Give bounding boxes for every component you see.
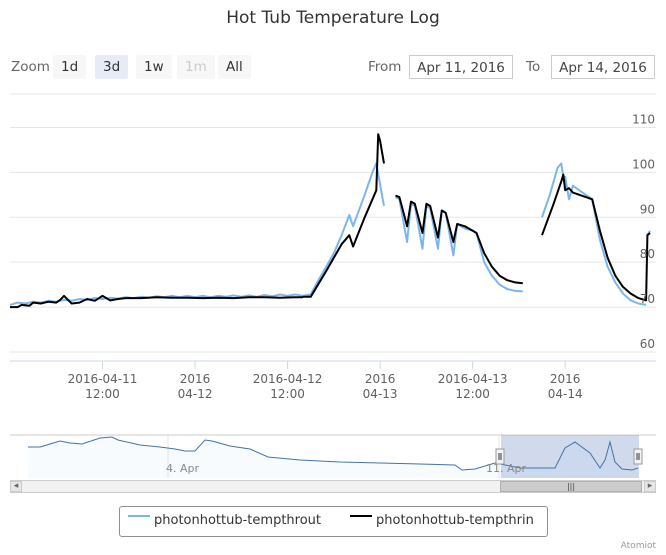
- zoom-label: Zoom: [11, 59, 50, 75]
- grid-layer: [10, 93, 656, 353]
- x-tick-label: 2016 04-13: [363, 372, 398, 401]
- series-line-tempthrin: [303, 133, 385, 298]
- legend-item-tempthrin[interactable]: photonhottub-tempthrin: [376, 513, 534, 528]
- navigator-layer: 4. Apr 11. Apr: [10, 434, 656, 478]
- x-tick-label: 2016 04-12: [178, 372, 213, 401]
- navigator-handle: [633, 448, 643, 465]
- to-date-input[interactable]: Apr 14, 2016: [551, 55, 655, 79]
- zoom-1m-button: 1m: [177, 55, 215, 79]
- series-line-tempthrin: [541, 173, 651, 302]
- zoom-3d-button[interactable]: 3d: [95, 55, 129, 79]
- navigator-line: [28, 436, 639, 471]
- zoom-1w-button[interactable]: 1w: [136, 55, 172, 79]
- x-tick-label: 2016-04-11 12:00: [68, 372, 138, 401]
- credit-text[interactable]: Atomiot: [620, 541, 656, 551]
- scroll-thumb[interactable]: |||: [500, 481, 642, 492]
- from-date-input[interactable]: Apr 11, 2016: [409, 55, 513, 79]
- navigator-scrollbar[interactable]: ◂ ||| ▸: [10, 480, 656, 493]
- legend-item-tempthrout[interactable]: photonhottub-tempthrout: [154, 513, 322, 528]
- scroll-left-button[interactable]: ◂: [10, 481, 22, 492]
- y-tick-label: 100: [632, 157, 655, 171]
- y-tick-label: 110: [632, 112, 655, 126]
- legend-swatch-tempthrin: [350, 515, 372, 517]
- x-tick-label: 2016-04-13 12:00: [438, 372, 508, 401]
- series-line-tempthrout: [541, 162, 647, 306]
- series-line-tempthrin: [395, 194, 523, 285]
- series-layer: [9, 133, 651, 309]
- y-tick-label: 80: [640, 247, 655, 261]
- y-tick-label: 90: [640, 202, 655, 216]
- navigator-label: 11. Apr: [486, 462, 526, 475]
- y-tick-label: 60: [640, 337, 655, 351]
- legend: photonhottub-tempthrout photonhottub-tem…: [119, 506, 548, 537]
- to-label: To: [526, 59, 541, 75]
- zoom-1d-button[interactable]: 1d: [53, 55, 87, 79]
- series-line-tempthrout: [9, 162, 385, 306]
- navigator-area: [28, 437, 638, 478]
- chart-title: Hot Tub Temperature Log: [226, 8, 440, 28]
- zoom-all-button[interactable]: All: [218, 55, 251, 79]
- series-line-tempthrout: [395, 196, 523, 293]
- navigator-selection: [501, 435, 639, 478]
- scroll-right-button[interactable]: ▸: [644, 481, 656, 492]
- series-line-tempthrin: [10, 294, 303, 309]
- navigator-label: 4. Apr: [166, 462, 199, 475]
- y-tick-label: 70: [640, 292, 655, 306]
- legend-swatch-tempthrout: [128, 515, 150, 517]
- axis-layer: 60 70 80 90 100 110 2016-04-11 12:00 2016 04-12 20…: [10, 112, 656, 401]
- from-label: From: [368, 59, 402, 75]
- x-tick-label: 2016 04-14: [548, 372, 583, 401]
- x-tick-label: 2016-04-12 12:00: [253, 372, 323, 401]
- navigator-background: [10, 435, 656, 478]
- navigator-handle: [495, 448, 505, 465]
